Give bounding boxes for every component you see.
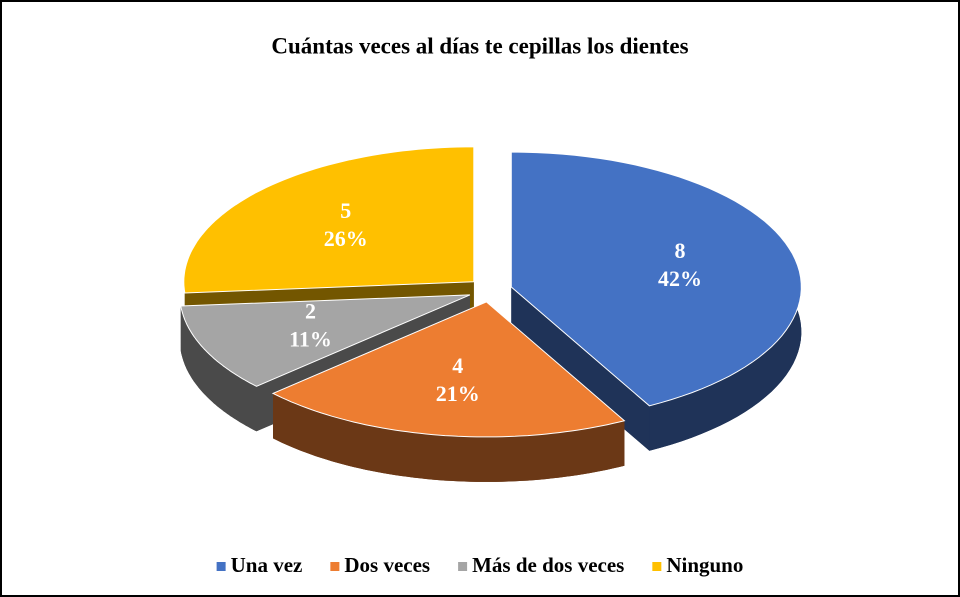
slice: [271, 301, 626, 438]
data-label-value: 2: [305, 298, 316, 323]
legend-swatch: [458, 562, 468, 571]
slice-side: [273, 393, 625, 482]
data-label-percent: 21%: [436, 381, 480, 406]
data-label-value: 4: [452, 353, 463, 378]
legend-swatch: [216, 562, 226, 571]
data-label-value: 8: [675, 238, 686, 263]
legend-label: Dos veces: [344, 553, 430, 577]
chart-title: Cuántas veces al días te cepillas los di…: [271, 33, 688, 58]
pie: 8 42% 4 21% 2 11% 5 26%: [180, 146, 802, 482]
legend-label: Más de dos veces: [472, 553, 624, 577]
data-label-percent: 26%: [324, 226, 368, 251]
legend-label: Ninguno: [666, 553, 743, 577]
slice-cut-face: [511, 287, 650, 451]
slice-side: [180, 306, 257, 432]
data-label-percent: 42%: [658, 266, 702, 291]
slice: [510, 151, 802, 407]
legend-swatch: [330, 562, 340, 571]
slice: [180, 294, 471, 387]
slice: [183, 146, 475, 294]
legend-label: Una vez: [231, 553, 303, 577]
data-label-percent: 11%: [289, 326, 332, 351]
legend: Una vez Dos veces Más de dos veces Ninguno: [216, 553, 743, 577]
data-label-value: 5: [340, 198, 351, 223]
legend-swatch: [652, 562, 662, 571]
